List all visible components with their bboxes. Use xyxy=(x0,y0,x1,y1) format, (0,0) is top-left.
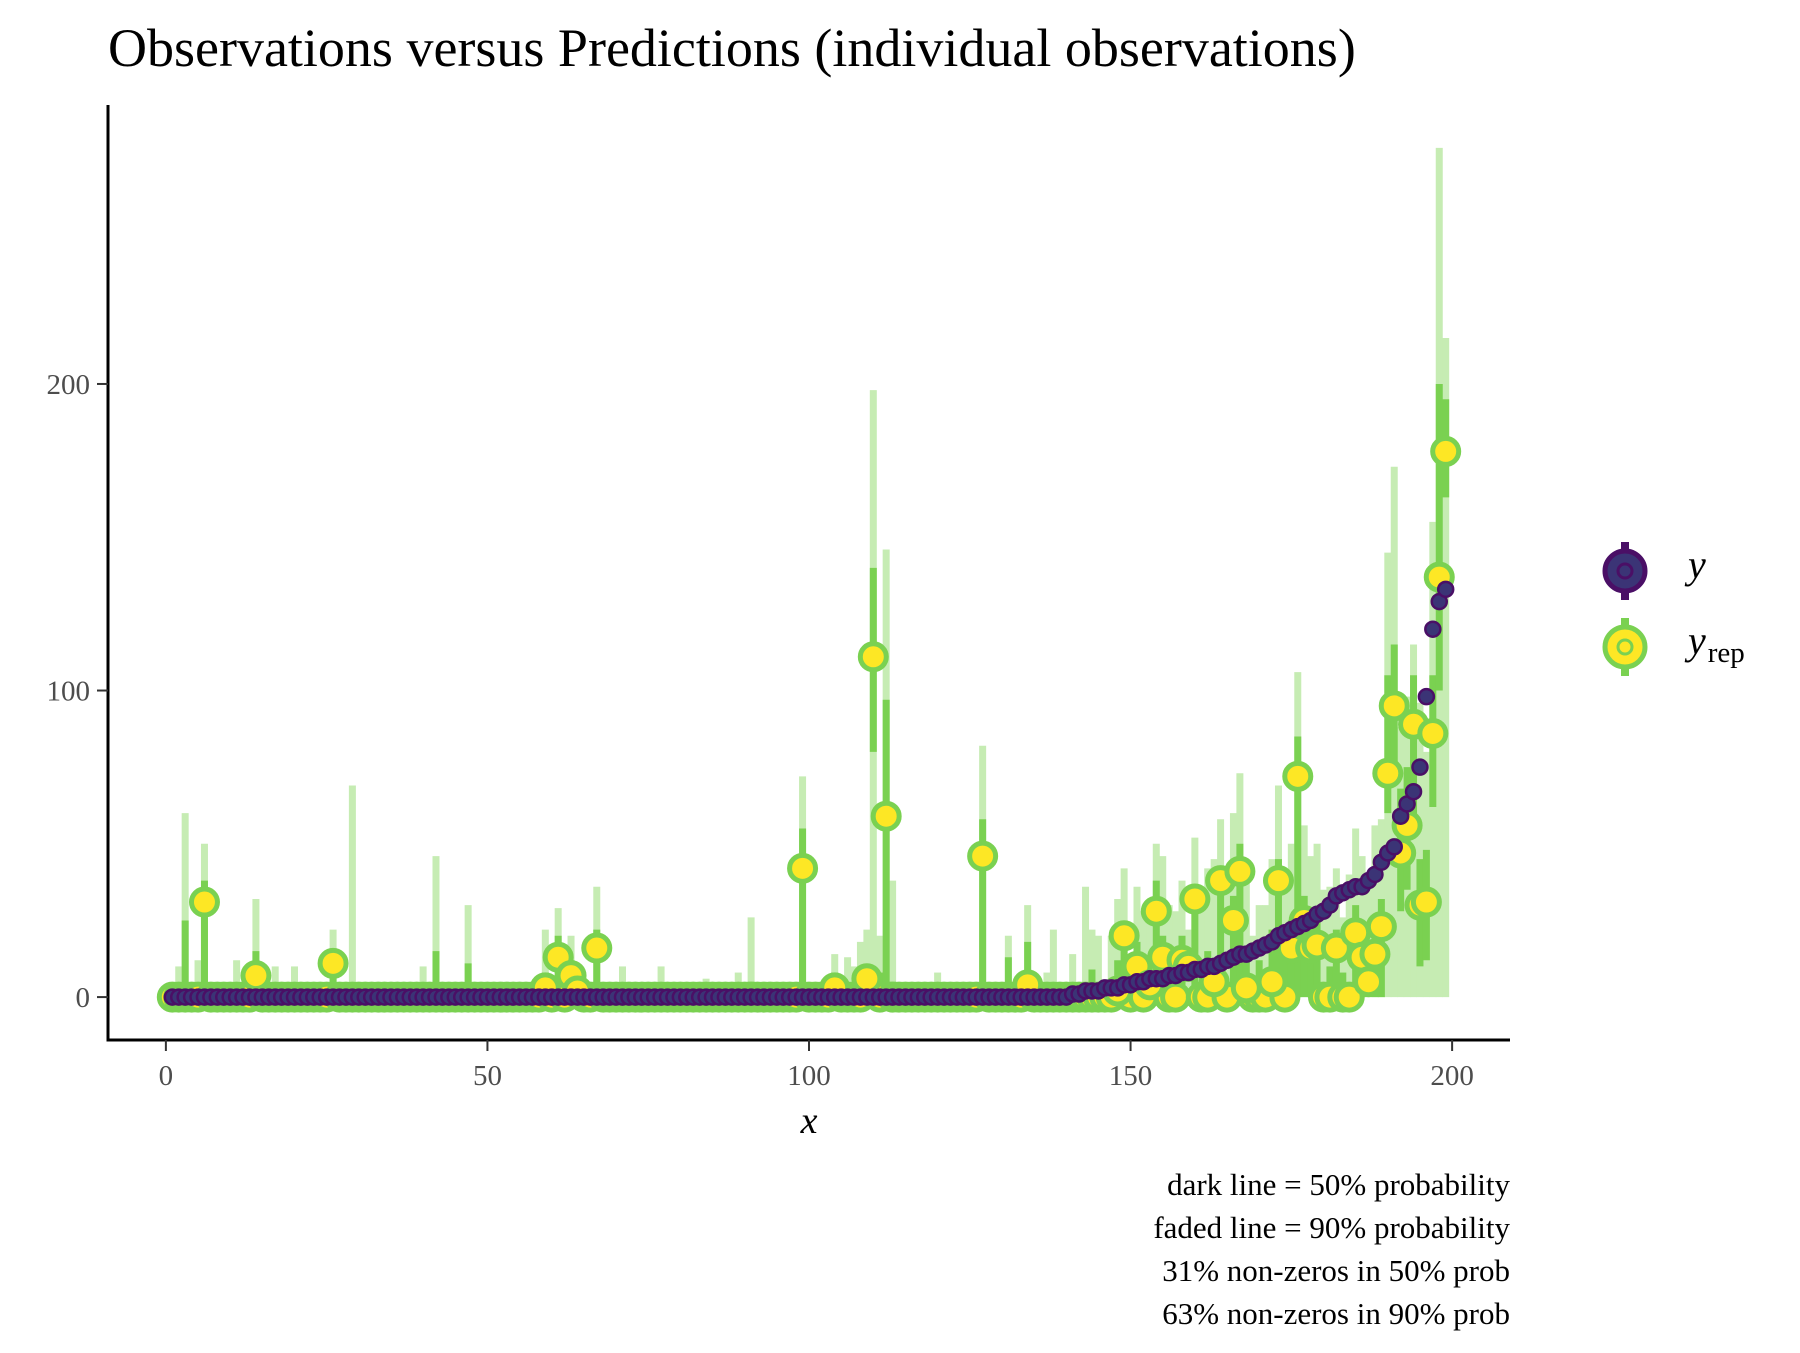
y-point xyxy=(1385,838,1403,856)
yrep-point xyxy=(1262,865,1294,897)
legend-yrep-sub: rep xyxy=(1708,637,1745,669)
yrep-point xyxy=(857,641,889,673)
caption-line-3: 31% non-zeros in 50% prob xyxy=(1162,1253,1510,1288)
yrep-point xyxy=(1410,886,1442,918)
y-point xyxy=(1424,620,1442,638)
x-tick-label: 0 xyxy=(159,1060,174,1092)
yrep-point xyxy=(1359,938,1391,970)
yrep-point xyxy=(851,963,883,995)
yrep-point xyxy=(1230,972,1262,1004)
plot-area xyxy=(156,147,1462,1013)
y-tick-label: 200 xyxy=(47,369,91,401)
y-tick-label: 100 xyxy=(47,676,91,708)
legend: y yrep xyxy=(1602,542,1745,676)
yrep-point xyxy=(1372,757,1404,789)
y-point xyxy=(1411,758,1429,776)
legend-y-inner-icon xyxy=(1616,562,1634,580)
yrep-point xyxy=(967,840,999,872)
y-tick-label: 0 xyxy=(76,982,91,1014)
yrep-point xyxy=(188,886,220,918)
yrep-point xyxy=(1160,981,1192,1013)
x-tick-label: 150 xyxy=(1109,1060,1153,1092)
yrep-point xyxy=(1417,717,1449,749)
y-points xyxy=(163,580,1455,1006)
y-point xyxy=(1404,782,1423,801)
yrep-point xyxy=(1340,917,1372,949)
legend-yrep-circle-icon xyxy=(1602,624,1648,670)
caption-line-2: faded line = 90% probability xyxy=(1153,1210,1510,1245)
x-tick-label: 100 xyxy=(787,1060,831,1092)
x-axis-label: x xyxy=(800,1100,818,1142)
yrep-point xyxy=(1365,911,1397,943)
yrep-point xyxy=(1224,855,1256,887)
legend-item-yrep: yrep xyxy=(1602,618,1745,676)
x-tick-label: 200 xyxy=(1430,1060,1474,1092)
y-ticks: 0 100 200 xyxy=(47,369,108,1014)
yrep-point xyxy=(1378,690,1410,722)
yrep-point xyxy=(1217,904,1249,936)
caption-line-1: dark line = 50% probability xyxy=(1167,1167,1510,1202)
yrep-point xyxy=(1140,895,1172,927)
yrep-point xyxy=(581,932,613,964)
legend-y-main: y xyxy=(1684,542,1706,587)
legend-yrep-main: y xyxy=(1684,618,1706,663)
x-tick-label: 50 xyxy=(473,1060,502,1092)
legend-yrep-label: yrep xyxy=(1684,618,1745,669)
yrep-point xyxy=(870,800,902,832)
yrep-point xyxy=(1430,435,1462,467)
y-point xyxy=(1436,580,1455,599)
yrep-point xyxy=(1108,920,1140,952)
y-point xyxy=(1417,687,1436,706)
yrep-point xyxy=(1256,966,1288,998)
yrep-point xyxy=(1320,932,1352,964)
legend-y-label: y xyxy=(1684,542,1706,587)
chart-title: Observations versus Predictions (individ… xyxy=(108,18,1356,78)
legend-y-circle-icon xyxy=(1602,548,1648,594)
yrep-point xyxy=(317,947,349,979)
yrep-point xyxy=(240,960,272,992)
legend-yrep-inner-icon xyxy=(1616,638,1634,656)
caption: dark line = 50% probability faded line =… xyxy=(1153,1167,1510,1331)
legend-item-y: y xyxy=(1602,542,1706,600)
yrep-point xyxy=(1353,966,1385,998)
yrep-point xyxy=(1179,883,1211,915)
x-ticks: 0 50 100 150 200 xyxy=(159,1040,1474,1092)
yrep-point xyxy=(1282,760,1314,792)
caption-line-4: 63% non-zeros in 90% prob xyxy=(1162,1296,1510,1331)
yrep-point xyxy=(1333,981,1365,1013)
yrep-point xyxy=(787,852,819,884)
